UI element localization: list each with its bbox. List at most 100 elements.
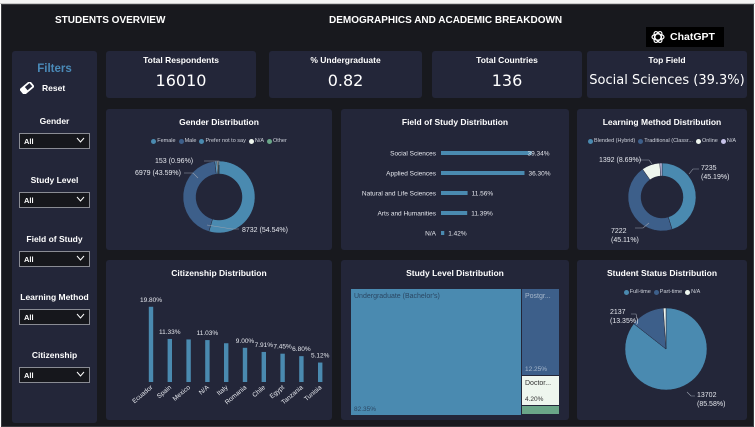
value-label: 9.00% bbox=[236, 338, 255, 345]
treemap-cell[interactable]: Doctor... 4.20% bbox=[522, 376, 559, 405]
legend-dot bbox=[695, 138, 701, 144]
treemap-cell[interactable] bbox=[522, 406, 559, 414]
bar[interactable] bbox=[441, 231, 445, 235]
bar-group[interactable]: Natural and Life Sciences 11.56% bbox=[362, 191, 493, 198]
svg-text:(45.11%): (45.11%) bbox=[611, 237, 639, 244]
value-label: 5.12% bbox=[311, 353, 330, 360]
category-label: Mexico bbox=[172, 384, 193, 403]
chevron-down-icon bbox=[76, 196, 85, 202]
bar[interactable] bbox=[280, 353, 285, 382]
legend-item[interactable]: Female bbox=[151, 138, 176, 144]
chevron-down-icon bbox=[76, 371, 85, 377]
bar[interactable] bbox=[441, 211, 468, 215]
study-level-dropdown[interactable]: All bbox=[19, 192, 90, 208]
legend-item[interactable]: N/A bbox=[720, 138, 737, 144]
legend-item[interactable]: Traditional (Classr... bbox=[638, 138, 693, 144]
learning-method-dropdown[interactable]: All bbox=[19, 309, 90, 325]
category-label: Social Sciences bbox=[390, 151, 437, 158]
value-label: 11.03% bbox=[197, 330, 219, 337]
bar-group[interactable]: 5.12% Tunisia bbox=[303, 353, 330, 403]
kpi-value: 0.82 bbox=[327, 71, 364, 90]
field-of-study-dropdown[interactable]: All bbox=[19, 251, 90, 267]
bar-group[interactable]: Mexico bbox=[172, 339, 193, 403]
bar-group[interactable]: 11.03% N/A bbox=[197, 330, 219, 396]
learning-method-donut-chart: 7235 (45.19%) 7222 (45.11%) 1392 (8.69%) bbox=[599, 157, 729, 244]
reset-button[interactable]: Reset bbox=[20, 82, 65, 94]
logo-text: ChatGPT bbox=[670, 31, 715, 43]
legend-item[interactable]: Male bbox=[178, 138, 196, 144]
data-label: 1392 (8.69%) bbox=[599, 157, 653, 165]
chart-title: Gender Distribution bbox=[179, 117, 259, 127]
pie-slice-n-a[interactable] bbox=[659, 162, 663, 177]
kpi-top-field: Top Field Social Sciences (39.3%) bbox=[587, 51, 747, 98]
bar-group[interactable]: Applied Sciences 36.30% bbox=[386, 171, 551, 178]
legend-label: Blended (Hybrid) bbox=[593, 138, 636, 144]
dropdown-value: All bbox=[24, 313, 34, 322]
legend-item[interactable]: Blended (Hybrid) bbox=[587, 138, 636, 144]
kpi-label: % Undergraduate bbox=[310, 55, 381, 65]
legend-item[interactable]: Full-time bbox=[623, 289, 651, 295]
top-strip bbox=[0, 0, 755, 4]
category-label: Ecuador bbox=[131, 384, 155, 405]
student-status-card: Student Status Distribution Full-time Par… bbox=[577, 260, 747, 420]
bar[interactable] bbox=[186, 339, 191, 382]
page-title: STUDENTS OVERVIEW bbox=[55, 15, 166, 26]
legend-item[interactable]: Other bbox=[267, 138, 287, 144]
treemap-cell[interactable]: Postgr... 12.25% bbox=[522, 289, 559, 375]
legend-item[interactable]: Online bbox=[695, 138, 718, 144]
treemap-cell[interactable]: Undergraduate (Bachelor's) 82.35% bbox=[351, 289, 521, 415]
legend-item[interactable]: Part-time bbox=[653, 289, 682, 295]
value-label: 36.30% bbox=[528, 171, 550, 178]
pie-slice-n-a[interactable] bbox=[662, 307, 667, 350]
bar[interactable] bbox=[318, 362, 323, 382]
bar-group[interactable]: 7.45%Egypt bbox=[269, 344, 292, 401]
legend-item[interactable]: Prefer not to say bbox=[199, 138, 246, 144]
value-label: 6.80% bbox=[292, 346, 311, 353]
bar[interactable] bbox=[299, 356, 304, 382]
bar[interactable] bbox=[224, 343, 229, 382]
bar[interactable] bbox=[441, 191, 468, 195]
pie-slice-male[interactable] bbox=[182, 160, 217, 232]
bar[interactable] bbox=[148, 306, 154, 382]
pie-slice-full-time[interactable] bbox=[624, 307, 708, 391]
kpi-total-countries: Total Countries 136 bbox=[432, 51, 582, 98]
bar-group[interactable]: 7.91% Chile bbox=[251, 342, 273, 399]
value-label: 7.91% bbox=[255, 342, 274, 349]
gender-donut-chart: 8732 (54.54%) 6979 (43.59%) 153 (0.96%) bbox=[135, 158, 288, 234]
data-label: 7222 (45.11%) bbox=[611, 222, 650, 244]
legend-item[interactable]: N/A bbox=[685, 289, 700, 295]
citizenship-dropdown[interactable]: All bbox=[19, 367, 90, 383]
bar-group[interactable]: 19.80% Ecuador bbox=[131, 297, 162, 405]
legend-item[interactable]: N/A bbox=[248, 138, 264, 144]
kpi-value: 136 bbox=[491, 71, 523, 90]
bar-group[interactable]: Arts and Humanities 11.39% bbox=[377, 211, 493, 218]
chart-legend: Female Male Prefer not to say N/A Other bbox=[106, 138, 332, 144]
pie-slice-female[interactable] bbox=[208, 160, 256, 234]
bar-group[interactable]: 11.33%Spain bbox=[156, 329, 181, 400]
gender-dropdown[interactable]: All bbox=[19, 133, 90, 149]
svg-text:6979 (43.59%): 6979 (43.59%) bbox=[135, 170, 181, 177]
bar-group[interactable]: Italy bbox=[216, 343, 230, 397]
bar[interactable] bbox=[167, 338, 172, 382]
filters-title: Filters bbox=[37, 63, 72, 75]
svg-text:1392 (8.69%): 1392 (8.69%) bbox=[599, 157, 641, 164]
bar-group[interactable]: 9.00%Romania bbox=[224, 338, 255, 406]
study-level-card: Study Level Distribution Undergraduate (… bbox=[341, 260, 569, 420]
dashboard-canvas: STUDENTS OVERVIEW DEMOGRAPHICS AND ACADE… bbox=[1, 4, 754, 427]
bar[interactable] bbox=[441, 171, 525, 175]
bar[interactable] bbox=[242, 347, 248, 382]
data-label: 2137 (13.35%) bbox=[610, 309, 638, 325]
bar[interactable] bbox=[261, 351, 266, 382]
legend-label: N/A bbox=[726, 138, 737, 144]
bar[interactable] bbox=[441, 151, 532, 155]
bar-group[interactable]: N/A 1.42% bbox=[425, 231, 467, 238]
bar[interactable] bbox=[205, 340, 210, 382]
legend-dot bbox=[587, 138, 593, 144]
svg-text:(85.58%): (85.58%) bbox=[697, 401, 725, 408]
bar-group[interactable]: Social Sciences 39.34% bbox=[390, 151, 550, 158]
kpi-label: Total Countries bbox=[476, 55, 538, 65]
svg-text:7222: 7222 bbox=[611, 228, 627, 235]
page-subtitle: DEMOGRAPHICS AND ACADEMIC BREAKDOWN bbox=[329, 15, 563, 26]
value-label: 39.34% bbox=[527, 151, 549, 158]
